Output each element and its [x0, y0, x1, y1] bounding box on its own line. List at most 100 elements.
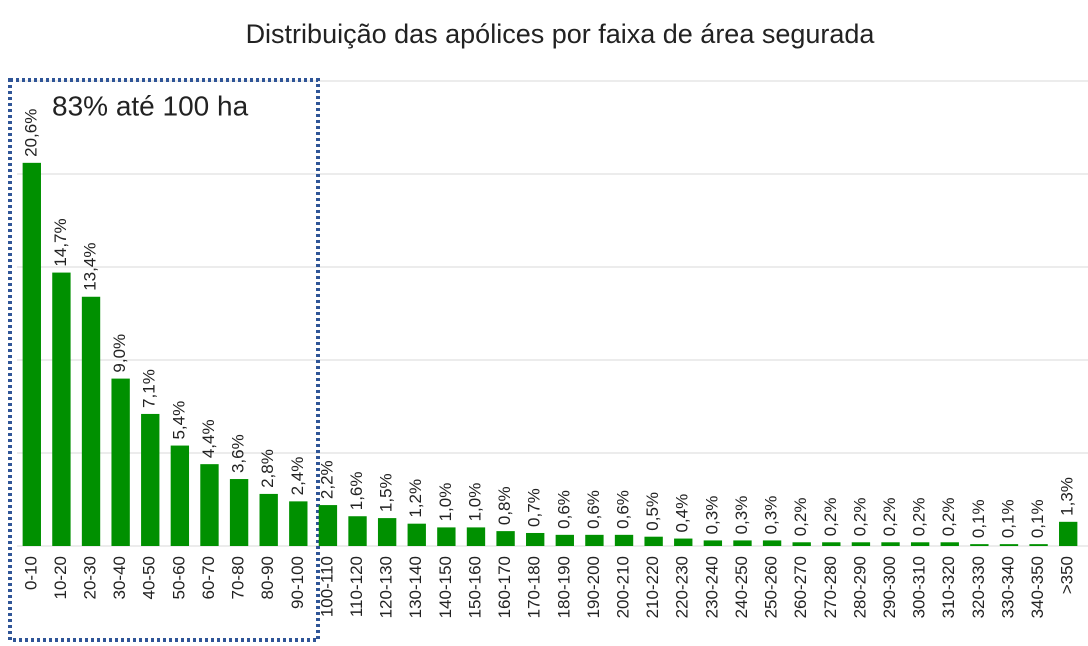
bar	[1029, 544, 1048, 546]
x-tick-label: 210-220	[643, 556, 662, 618]
bar	[555, 534, 574, 546]
x-tick-label: 310-320	[939, 556, 958, 618]
value-label: 0,7%	[525, 488, 544, 527]
bar	[81, 296, 101, 546]
bar	[1059, 521, 1078, 546]
bar	[585, 534, 604, 546]
x-tick-label: 170-180	[525, 556, 544, 618]
x-tick-label: 270-280	[821, 556, 840, 618]
bar	[466, 527, 486, 546]
bar	[940, 542, 959, 546]
x-tick-label: 40-50	[140, 556, 159, 599]
x-tick-label: 90-100	[288, 556, 307, 609]
x-tick-label: 280-290	[850, 556, 869, 618]
bar	[762, 540, 782, 546]
bar	[526, 532, 545, 546]
value-label: 20,6%	[21, 109, 40, 157]
bar	[259, 493, 278, 546]
value-label: 0,6%	[614, 490, 633, 529]
bar	[792, 542, 811, 546]
bar	[999, 544, 1019, 546]
x-tick-label: 190-200	[584, 556, 603, 618]
value-label: 4,4%	[199, 419, 218, 458]
value-label: 0,4%	[673, 494, 692, 533]
x-tick-label: >350	[1058, 556, 1077, 594]
bar	[496, 531, 515, 546]
value-label: 0,3%	[732, 496, 751, 535]
bar	[111, 378, 130, 546]
bar	[881, 542, 900, 546]
x-tick-label: 160-170	[495, 556, 514, 618]
value-label: 0,8%	[495, 486, 514, 525]
value-label: 9,0%	[110, 334, 129, 373]
x-tick-label: 100-110	[317, 556, 336, 617]
x-tick-label: 20-30	[81, 556, 100, 599]
x-tick-label: 200-210	[614, 556, 633, 618]
x-tick-label: 120-130	[377, 556, 396, 618]
annotation: 83% até 100 ha	[52, 90, 249, 121]
bar	[141, 413, 160, 546]
value-label: 1,3%	[1058, 477, 1077, 516]
x-tick-label: 70-80	[229, 556, 248, 599]
x-tick-label: 330-340	[998, 556, 1017, 618]
bar	[407, 523, 426, 546]
value-label: 1,0%	[465, 483, 484, 522]
x-tick-label: 50-60	[169, 556, 188, 599]
bar	[200, 464, 219, 546]
bar	[614, 534, 634, 546]
value-label: 0,6%	[584, 490, 603, 529]
value-label: 0,1%	[998, 499, 1017, 538]
bar	[377, 518, 397, 546]
value-label: 0,1%	[969, 499, 988, 538]
value-label: 1,2%	[406, 479, 425, 518]
bar	[52, 272, 71, 546]
value-label: 0,2%	[910, 498, 929, 537]
bar	[437, 527, 456, 546]
value-label: 1,0%	[436, 483, 455, 522]
x-tick-label: 0-10	[21, 556, 40, 590]
value-label: 3,6%	[229, 434, 248, 473]
bar	[674, 538, 693, 546]
x-tick-label: 260-270	[791, 556, 810, 618]
x-tick-label: 230-240	[702, 556, 721, 618]
value-label: 2,2%	[317, 460, 336, 499]
value-label: 0,3%	[702, 496, 721, 535]
x-tick-label: 140-150	[436, 556, 455, 618]
value-label: 2,4%	[288, 457, 307, 496]
bar	[644, 536, 663, 546]
value-label: 2,8%	[258, 449, 277, 488]
x-tick-label: 290-300	[880, 556, 899, 618]
x-tick-label: 300-310	[910, 556, 929, 618]
x-tick-label: 80-90	[258, 556, 277, 599]
value-label: 0,5%	[643, 492, 662, 531]
highlight-box	[8, 78, 320, 642]
x-tick-label: 130-140	[406, 556, 425, 618]
bar	[910, 542, 930, 546]
value-label: 1,6%	[347, 471, 366, 510]
x-tick-label: 180-190	[554, 556, 573, 618]
value-label: 7,1%	[140, 369, 159, 408]
x-tick-label: 30-40	[110, 556, 129, 599]
bar	[703, 540, 723, 546]
x-tick-label: 250-260	[762, 556, 781, 618]
value-label: 0,2%	[880, 498, 899, 537]
value-label: 0,3%	[762, 496, 781, 535]
value-label: 1,5%	[377, 473, 396, 512]
x-tick-label: 240-250	[732, 556, 751, 618]
bar	[289, 501, 308, 546]
bar	[733, 540, 752, 546]
value-label: 13,4%	[81, 243, 100, 291]
x-tick-label: 340-350	[1028, 556, 1047, 618]
x-tick-label: 60-70	[199, 556, 218, 599]
bar	[229, 479, 249, 546]
x-tick-label: 320-330	[969, 556, 988, 618]
x-tick-label: 220-230	[673, 556, 692, 618]
bar	[822, 542, 841, 546]
x-tick-label: 10-20	[51, 556, 70, 599]
x-tick-label: 110-120	[347, 556, 366, 617]
bar	[318, 505, 338, 546]
value-label: 0,2%	[850, 498, 869, 537]
value-label: 0,2%	[939, 498, 958, 537]
x-tick-label: 150-160	[465, 556, 484, 618]
